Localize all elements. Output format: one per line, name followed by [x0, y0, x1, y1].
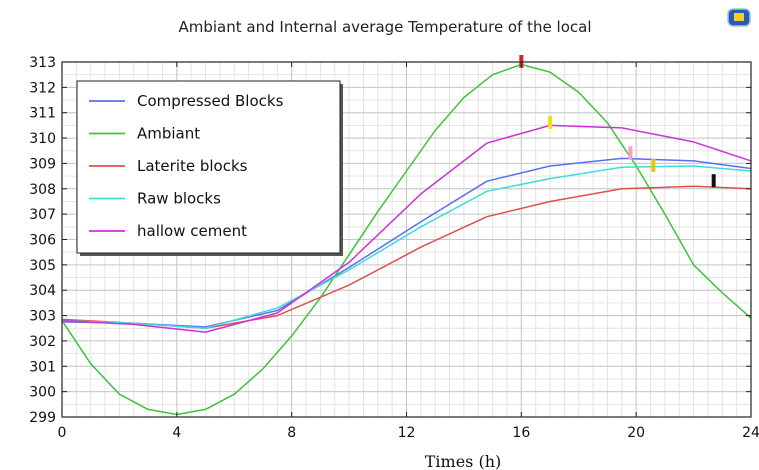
series-line-raw-blocks	[61, 165, 752, 330]
legend-box	[76, 80, 341, 254]
annotation-marker	[651, 158, 656, 172]
y-tick-label: 310	[29, 131, 56, 147]
y-tick-label: 309	[29, 156, 56, 172]
screen-icon[interactable]	[727, 8, 751, 27]
legend-label: Raw blocks	[137, 190, 221, 208]
y-tick-label: 306	[29, 233, 56, 249]
x-tick-label: 0	[58, 425, 67, 441]
series-line-compressed-blocks	[61, 157, 752, 328]
legend-label: Ambiant	[137, 125, 200, 143]
x-tick-label: 16	[512, 425, 530, 441]
legend-label: Compressed Blocks	[137, 92, 284, 110]
legend-label: hallow cement	[137, 222, 247, 240]
legend-label: Laterite blocks	[137, 157, 248, 175]
y-tick-label: 299	[29, 410, 56, 426]
y-tick-label: 302	[29, 334, 56, 350]
y-tick-label: 308	[29, 182, 56, 198]
x-tick-label: 8	[287, 425, 296, 441]
y-tick-label: 305	[29, 258, 56, 274]
x-tick-label: 20	[627, 425, 645, 441]
y-tick-label: 312	[29, 80, 56, 96]
y-tick-label: 301	[29, 359, 56, 375]
annotation-marker	[711, 174, 716, 188]
chart-title: Ambiant and Internal average Temperature…	[179, 18, 592, 36]
y-tick-label: 303	[29, 309, 56, 325]
y-tick-label: 307	[29, 207, 56, 223]
y-tick-label: 311	[29, 106, 56, 122]
x-axis-label: Times (h)	[425, 452, 502, 470]
y-tick-label: 313	[29, 55, 56, 71]
x-tick-label: 12	[398, 425, 416, 441]
x-tick-label: 24	[742, 425, 759, 441]
annotation-marker	[628, 146, 633, 160]
x-tick-label: 4	[172, 425, 181, 441]
series-line-hallow-cement	[61, 124, 752, 333]
y-tick-label: 300	[29, 385, 56, 401]
legend: Compressed Blocks Ambiant Laterite blocks R…	[76, 80, 343, 256]
y-tick-label: 304	[29, 283, 56, 299]
annotation-marker	[548, 115, 553, 129]
